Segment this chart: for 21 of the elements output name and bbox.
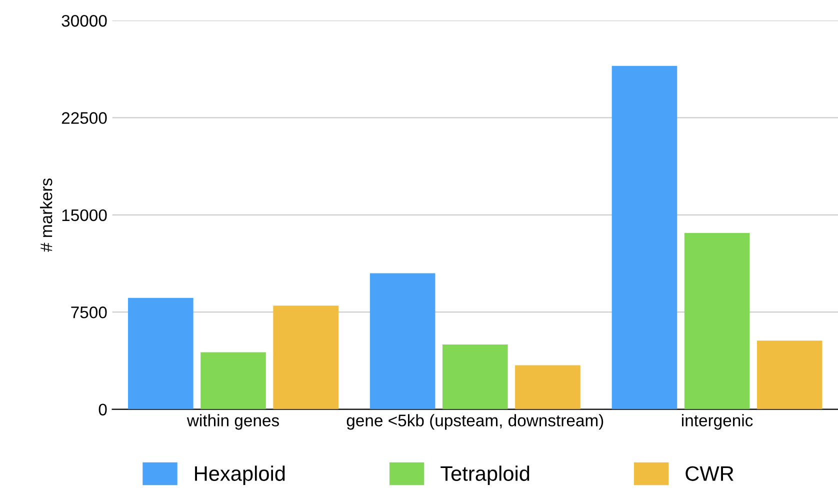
bar xyxy=(756,340,822,410)
bar xyxy=(273,306,338,410)
bar xyxy=(442,344,508,410)
bar xyxy=(370,273,436,410)
y-tick-label: 30000 xyxy=(62,14,107,27)
bar xyxy=(612,66,678,410)
y-tick-label: 15000 xyxy=(62,209,107,222)
x-tick-label: within genes xyxy=(186,414,279,430)
y-tick-label: 0 xyxy=(98,404,107,416)
bar xyxy=(200,352,266,410)
bar xyxy=(128,298,194,410)
x-tick-label: gene <5kb (upsteam, downstream) xyxy=(346,414,604,430)
legend-label: Tetraploid xyxy=(440,466,530,486)
y-tick-label: 7500 xyxy=(71,306,107,318)
y-axis-title: # markers xyxy=(40,178,52,252)
y-tick-label: 22500 xyxy=(62,112,107,124)
bar xyxy=(684,233,750,410)
x-tick-label: intergenic xyxy=(682,414,753,430)
legend-label: CWR xyxy=(686,466,734,481)
bar xyxy=(515,365,580,410)
legend-label: Hexaploid xyxy=(195,466,285,486)
